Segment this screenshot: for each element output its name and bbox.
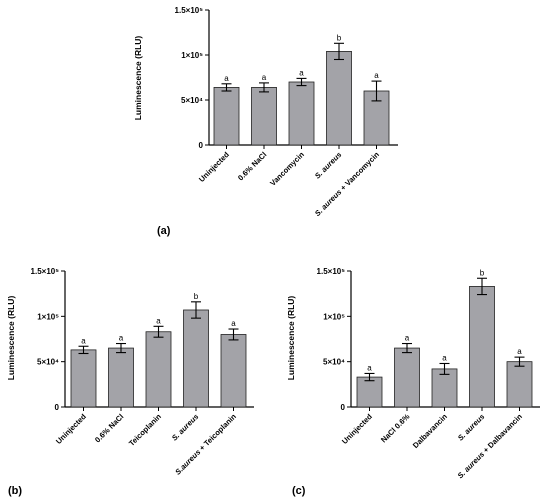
y-tick-label: 0: [55, 403, 60, 412]
significance-label: a: [119, 334, 124, 343]
category-label: S. aureus: [456, 412, 487, 443]
significance-label: a: [231, 319, 236, 328]
category-label: Vancomycin: [268, 150, 306, 188]
significance-label: b: [337, 33, 342, 42]
significance-label: a: [374, 71, 379, 80]
y-tick-label: 1.5×10⁵: [175, 6, 204, 15]
category-label: S. aureus: [313, 150, 344, 181]
significance-label: a: [517, 347, 522, 356]
significance-label: a: [224, 74, 229, 83]
bar: [356, 376, 383, 408]
y-axis-title: Luminescence (RLU): [6, 296, 16, 381]
panel-label: (a): [157, 225, 171, 237]
panel-label: (c): [292, 485, 306, 497]
y-tick-label: 1×10⁵: [181, 51, 203, 60]
category-label: Dalbavancin: [411, 412, 449, 450]
category-label: Uninjected: [340, 412, 374, 446]
y-tick-label: 1×10⁵: [323, 312, 345, 321]
significance-label: b: [194, 292, 199, 301]
significance-label: a: [156, 316, 161, 325]
bar: [251, 87, 277, 146]
bar: [326, 51, 352, 146]
panel-a-chart: 0 5×10⁴ 1×10⁵ 1.5×10⁵ Luminescence (RLU) a Uni…: [133, 6, 398, 237]
category-label: S.aureus + Teicoplanin: [173, 412, 238, 477]
significance-label: b: [480, 268, 485, 277]
y-tick-label: 0: [341, 403, 346, 412]
bar: [213, 87, 240, 146]
bar: [506, 361, 533, 408]
bar: [70, 349, 97, 408]
bar: [220, 334, 247, 408]
category-label: 0.6% NaCl: [93, 412, 125, 444]
significance-label: a: [262, 73, 267, 82]
bar: [394, 347, 420, 408]
category-label: 0.6% NaCl: [236, 150, 268, 182]
category-label: S. aureus + Vancomycin: [313, 150, 381, 218]
significance-label: a: [442, 353, 447, 362]
panel-c-chart: 0 5×10⁴ 1×10⁵ 1.5×10⁵ Luminescence (RLU) a Uni…: [286, 267, 540, 497]
bar: [288, 81, 315, 146]
category-label: NaCl 0.6%: [379, 412, 412, 445]
significance-label: a: [299, 68, 304, 77]
category-label: Uninjected: [197, 150, 231, 184]
y-axis-title: Luminescence (RLU): [286, 296, 296, 381]
category-label: Teicoplanin: [127, 412, 163, 448]
bar: [469, 286, 495, 408]
y-tick-label: 5×10⁴: [323, 358, 345, 367]
y-tick-label: 0: [199, 141, 204, 150]
bar: [108, 347, 134, 408]
bar: [183, 309, 209, 408]
category-label: S. aureus + Dalbavancin: [456, 412, 525, 481]
y-tick-label: 5×10⁴: [181, 96, 203, 105]
significance-label: a: [405, 334, 410, 343]
category-label: Uninjected: [54, 412, 88, 446]
bar: [145, 331, 172, 408]
category-label: S. aureus: [170, 412, 201, 443]
significance-label: a: [367, 363, 372, 372]
y-tick-label: 1.5×10⁵: [31, 267, 60, 276]
y-tick-label: 1×10⁵: [37, 312, 59, 321]
y-axis-title: Luminescence (RLU): [133, 36, 143, 121]
panel-b-chart: 0 5×10⁴ 1×10⁵ 1.5×10⁵ Luminescence (RLU) a Uni…: [6, 267, 254, 497]
y-tick-label: 5×10⁴: [37, 358, 59, 367]
panel-label: (b): [8, 485, 22, 497]
y-tick-label: 1.5×10⁵: [317, 267, 346, 276]
significance-label: a: [81, 336, 86, 345]
